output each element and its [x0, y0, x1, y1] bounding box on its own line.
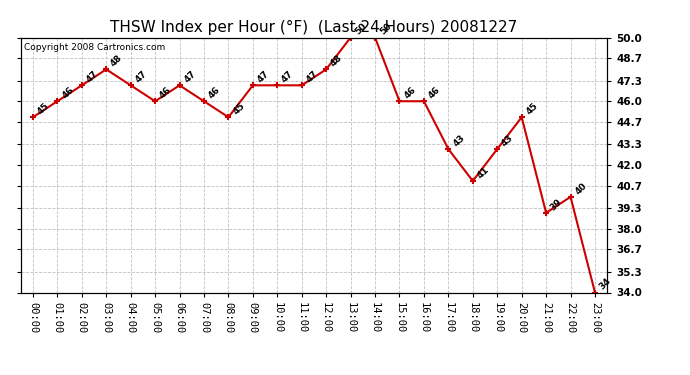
- Text: Copyright 2008 Cartronics.com: Copyright 2008 Cartronics.com: [23, 43, 165, 52]
- Text: 50: 50: [378, 22, 393, 37]
- Text: 47: 47: [85, 69, 100, 84]
- Text: 47: 47: [280, 69, 295, 84]
- Text: 43: 43: [451, 133, 466, 148]
- Text: 40: 40: [573, 181, 589, 196]
- Text: 41: 41: [475, 165, 491, 180]
- Text: 43: 43: [500, 133, 515, 148]
- Text: 47: 47: [133, 69, 149, 84]
- Text: 46: 46: [60, 85, 75, 100]
- Text: 48: 48: [329, 53, 344, 69]
- Text: 47: 47: [304, 69, 320, 84]
- Text: 45: 45: [36, 101, 51, 116]
- Text: 45: 45: [231, 101, 246, 116]
- Text: 50: 50: [353, 22, 368, 37]
- Text: 46: 46: [402, 85, 417, 100]
- Text: 46: 46: [158, 85, 173, 100]
- Text: 45: 45: [524, 101, 540, 116]
- Text: 39: 39: [549, 197, 564, 212]
- Text: 47: 47: [182, 69, 198, 84]
- Text: 34: 34: [598, 276, 613, 292]
- Text: 46: 46: [207, 85, 222, 100]
- Text: 47: 47: [255, 69, 271, 84]
- Text: 48: 48: [109, 53, 124, 69]
- Text: 46: 46: [426, 85, 442, 100]
- Title: THSW Index per Hour (°F)  (Last 24 Hours) 20081227: THSW Index per Hour (°F) (Last 24 Hours)…: [110, 20, 518, 35]
